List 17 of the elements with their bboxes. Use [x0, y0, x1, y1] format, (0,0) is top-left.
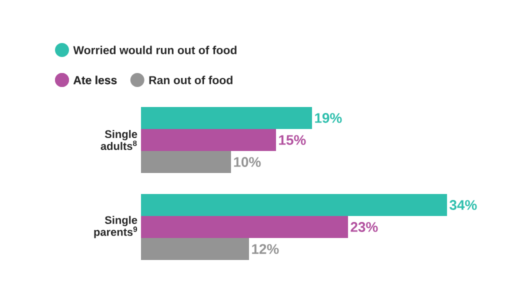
bar: [141, 151, 232, 173]
data-label: 15%: [279, 135, 306, 145]
bar: [141, 194, 448, 216]
legend-label: Ran out of food: [149, 76, 232, 84]
bar: [141, 238, 250, 260]
data-label: 12%: [252, 244, 279, 254]
data-label: 10%: [234, 157, 261, 167]
y-tick-label: Single adults$^{8}$: [100, 130, 138, 150]
legend-label: Ate less: [73, 76, 117, 84]
bar: [141, 107, 312, 129]
bar: [141, 129, 276, 151]
bar: [141, 216, 348, 238]
data-label: 34%: [450, 200, 477, 210]
data-label: 23%: [350, 222, 378, 232]
y-tick-label: Single parents$^{9}$: [94, 216, 138, 238]
legend-label: Worried would run out of food: [73, 46, 236, 54]
data-label: 19%: [315, 113, 342, 123]
